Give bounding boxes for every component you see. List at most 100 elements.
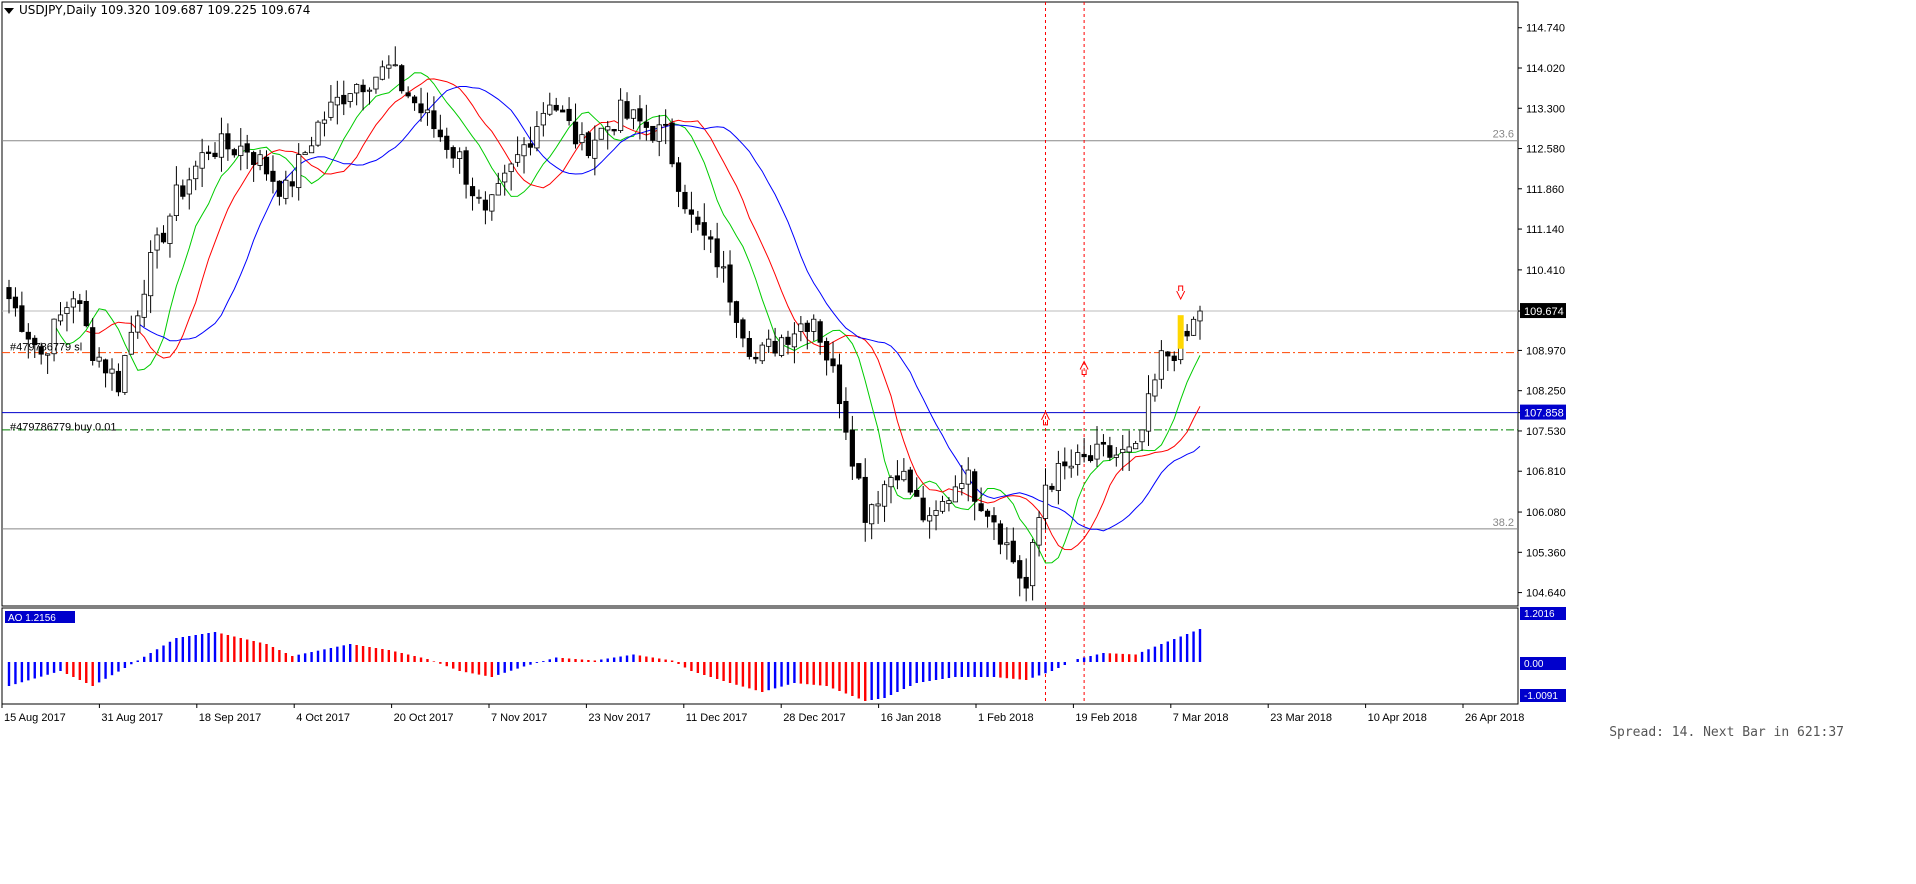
candle[interactable] <box>553 104 559 111</box>
candle[interactable] <box>225 133 231 150</box>
candle[interactable] <box>579 134 585 144</box>
candle[interactable] <box>508 163 514 173</box>
candle[interactable] <box>476 196 482 199</box>
candle[interactable] <box>875 503 881 507</box>
candle[interactable] <box>521 144 527 157</box>
candle[interactable] <box>193 165 199 180</box>
candle[interactable] <box>1152 379 1158 397</box>
candle[interactable] <box>96 356 102 362</box>
candle[interactable] <box>167 215 173 244</box>
candle[interactable] <box>489 194 495 212</box>
candle[interactable] <box>32 337 38 346</box>
candle[interactable] <box>366 89 373 92</box>
candle[interactable] <box>1126 446 1132 453</box>
candle[interactable] <box>514 154 521 163</box>
candle[interactable] <box>965 469 971 485</box>
candle[interactable] <box>740 319 746 339</box>
candle[interactable] <box>605 126 611 131</box>
candle[interactable] <box>856 463 862 479</box>
candle[interactable] <box>817 321 823 343</box>
candle[interactable] <box>45 353 51 356</box>
candle[interactable] <box>1100 441 1107 445</box>
candle[interactable] <box>347 93 353 102</box>
candle[interactable] <box>733 301 740 323</box>
candle[interactable] <box>238 145 244 156</box>
candle[interactable] <box>1023 576 1029 589</box>
candle[interactable] <box>708 236 714 240</box>
candle[interactable] <box>1190 318 1197 336</box>
candle[interactable] <box>218 133 225 158</box>
candle[interactable] <box>1133 443 1139 450</box>
candle[interactable] <box>257 154 263 166</box>
candle[interactable] <box>1010 540 1016 563</box>
candle[interactable] <box>669 122 675 165</box>
candle[interactable] <box>617 99 624 131</box>
candle[interactable] <box>57 314 64 322</box>
candle[interactable] <box>141 293 147 318</box>
candle[interactable] <box>328 101 334 118</box>
candle[interactable] <box>862 476 868 523</box>
candle[interactable] <box>411 96 418 104</box>
candle[interactable] <box>869 504 875 525</box>
candle[interactable] <box>51 318 57 355</box>
candle[interactable] <box>263 156 270 175</box>
candle[interactable] <box>624 101 630 119</box>
candle[interactable] <box>1087 455 1094 462</box>
candle[interactable] <box>630 109 637 119</box>
candle[interactable] <box>148 252 154 297</box>
candle[interactable] <box>1165 351 1171 357</box>
candle[interactable] <box>321 119 328 124</box>
candle[interactable] <box>444 135 450 150</box>
candle[interactable] <box>1055 463 1061 491</box>
candle[interactable] <box>405 92 411 97</box>
candle[interactable] <box>1107 445 1113 458</box>
candle[interactable] <box>650 125 656 141</box>
candle[interactable] <box>637 108 643 122</box>
candle[interactable] <box>894 475 901 481</box>
candle[interactable] <box>424 109 431 114</box>
candle[interactable] <box>115 370 122 393</box>
candle[interactable] <box>1158 350 1164 380</box>
candle[interactable] <box>502 172 508 183</box>
candle[interactable] <box>1139 429 1145 443</box>
candle[interactable] <box>334 96 340 106</box>
candle[interactable] <box>714 238 720 268</box>
candle[interactable] <box>231 149 237 156</box>
candle[interactable] <box>656 124 662 142</box>
candle[interactable] <box>843 400 849 433</box>
candle[interactable] <box>566 108 572 122</box>
candle[interactable] <box>251 152 257 165</box>
candle[interactable] <box>1081 453 1087 458</box>
candle[interactable] <box>160 232 167 243</box>
candle[interactable] <box>1017 560 1023 579</box>
candle[interactable] <box>83 300 89 327</box>
candle[interactable] <box>180 185 186 197</box>
candle[interactable] <box>1171 355 1177 362</box>
candle[interactable] <box>276 180 282 197</box>
candle[interactable] <box>952 486 958 503</box>
candle[interactable] <box>978 503 984 512</box>
candle[interactable] <box>173 184 179 216</box>
candle[interactable] <box>308 145 315 154</box>
candle[interactable] <box>907 469 913 493</box>
candle[interactable] <box>984 510 991 517</box>
candle[interactable] <box>598 127 604 140</box>
candle[interactable] <box>798 323 804 332</box>
candle[interactable] <box>592 139 598 159</box>
candle[interactable] <box>560 109 566 113</box>
candle[interactable] <box>881 484 888 507</box>
candle[interactable] <box>399 65 405 92</box>
candle[interactable] <box>64 307 70 314</box>
candle[interactable] <box>360 84 366 93</box>
candle[interactable] <box>791 333 798 348</box>
candle[interactable] <box>746 337 752 357</box>
candle[interactable] <box>824 341 830 361</box>
candle[interactable] <box>1184 330 1190 337</box>
candle[interactable] <box>122 355 128 393</box>
candle[interactable] <box>90 327 96 361</box>
candle[interactable] <box>1145 393 1152 432</box>
candle[interactable] <box>1120 448 1126 453</box>
candle[interactable] <box>77 300 83 304</box>
candle[interactable] <box>205 151 212 154</box>
